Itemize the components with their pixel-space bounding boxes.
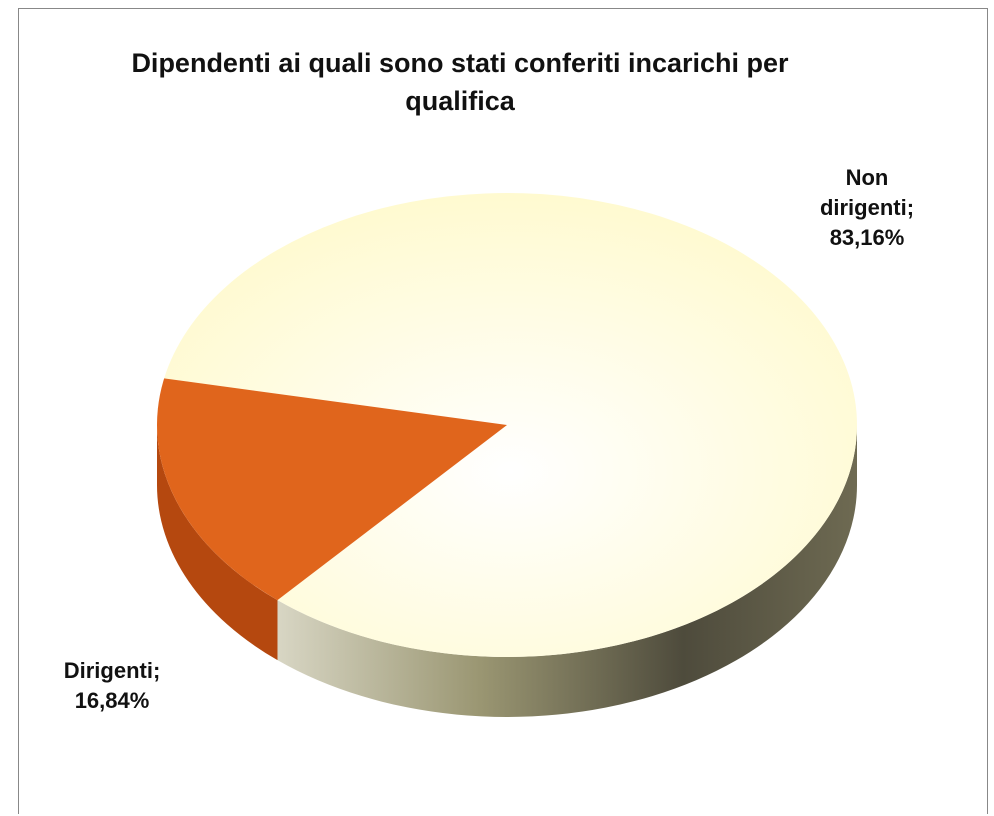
value-label: 83,16%	[829, 225, 905, 250]
slice-side	[277, 425, 858, 717]
category-label: Dirigenti	[64, 658, 161, 683]
data-label: Dirigenti 16,84%	[42, 656, 182, 716]
slice-side	[157, 425, 278, 661]
slice	[156, 378, 507, 601]
data-label: Non dirigenti 83,16%	[812, 163, 922, 253]
slice	[164, 192, 858, 657]
category-label: Non dirigenti	[820, 165, 914, 220]
chart-frame	[18, 8, 988, 814]
value-label: 16,84%	[74, 688, 150, 713]
chart-title: Dipendenti ai quali sono stati conferiti…	[131, 48, 789, 116]
